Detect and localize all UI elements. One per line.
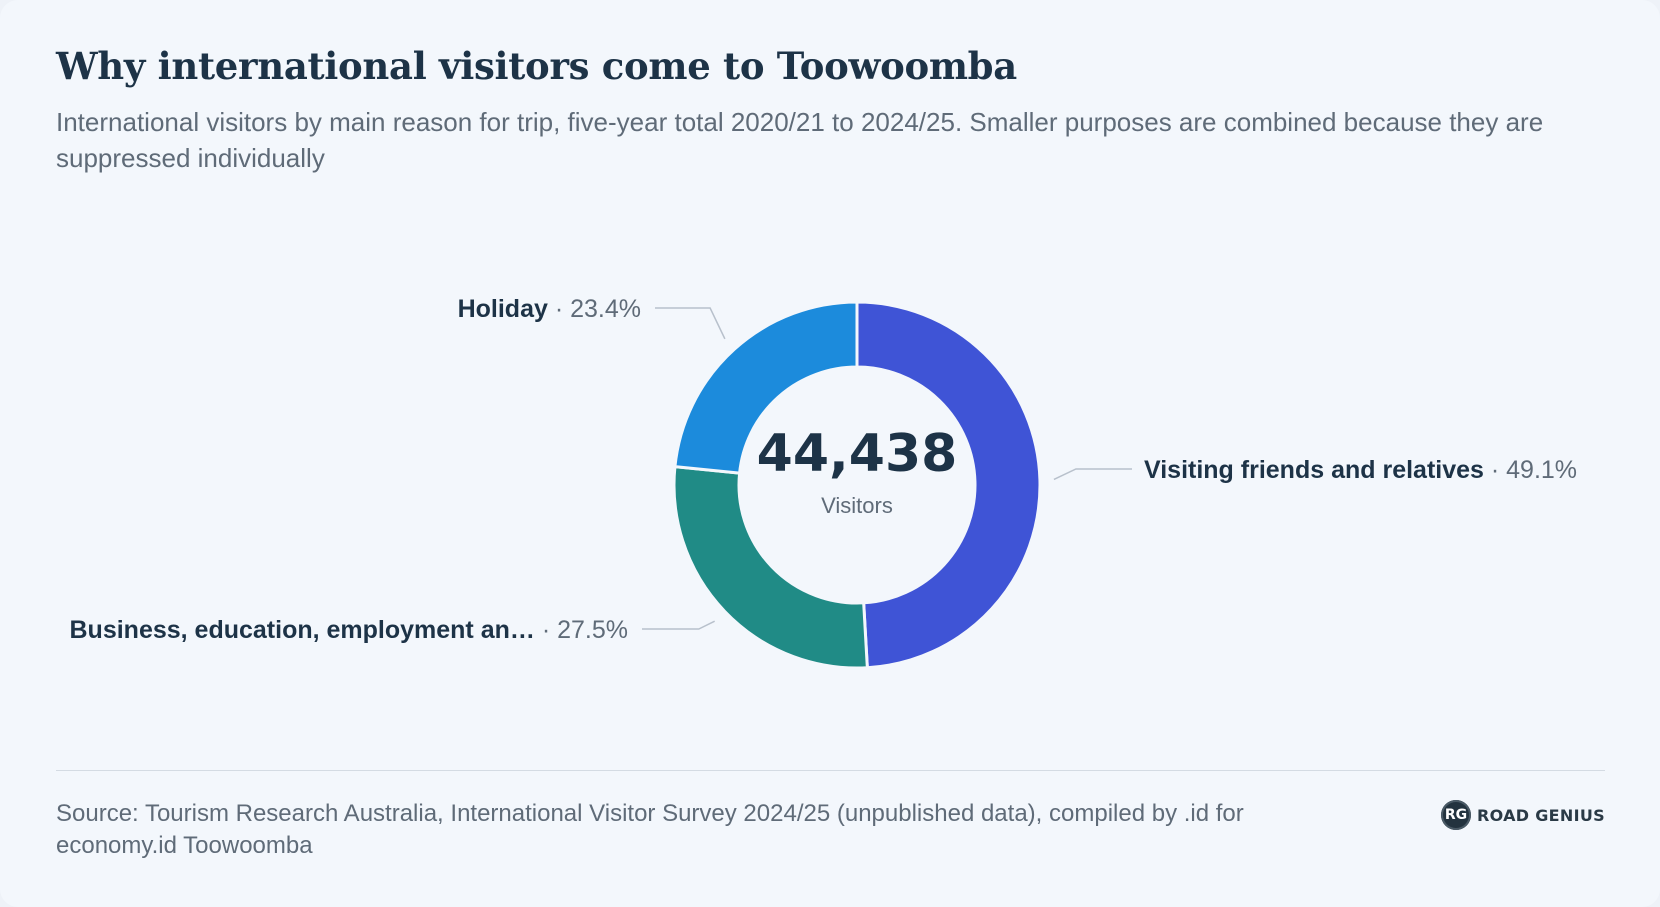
chart-title: Why international visitors come to Toowo… [56,44,1017,88]
leader-lines [642,307,1132,630]
brand-logo: RG ROAD GENIUS [1441,798,1605,832]
leader-line-visiting-friends-and-relatives [1053,468,1132,481]
slice-label-holiday: Holiday · 23.4% [458,295,641,323]
center-total-value: 44,438 [757,424,958,484]
slice-labels: Visiting friends and relatives · 49.1% Bu… [70,295,1578,644]
slice-label-business-education-employment-an: Business, education, employment an… · 27… [70,616,629,644]
slice-label-percent: · 49.1% [1484,456,1577,484]
donut-slice-visiting-friends-and-relatives[interactable] [855,300,1042,670]
donut-slice-holiday[interactable] [673,300,859,475]
slice-label-name: Visiting friends and relatives [1144,456,1484,484]
chart-subtitle: International visitors by main reason fo… [56,107,1544,173]
leader-line-holiday [655,307,726,340]
slice-label-visiting-friends-and-relatives: Visiting friends and relatives · 49.1% [1144,456,1577,484]
brand-mark-icon: RG [1441,800,1471,830]
brand-name: ROAD GENIUS [1477,805,1605,825]
slice-label-name: Holiday [458,295,548,323]
donut-slice-business-education-employment-an[interactable] [672,464,869,670]
slice-label-percent: · 23.4% [548,295,641,323]
footer-divider [56,770,1605,771]
donut-slices [672,300,1042,670]
leader-line-business-education-employment-an [642,620,716,630]
center-total-label: Visitors [821,493,893,518]
slice-label-name: Business, education, employment an… [70,616,535,644]
slice-label-percent: · 27.5% [535,616,628,644]
donut-chart: Visiting friends and relatives · 49.1% Bu… [70,295,1578,670]
source-note: Source: Tourism Research Australia, Inte… [56,800,1244,859]
